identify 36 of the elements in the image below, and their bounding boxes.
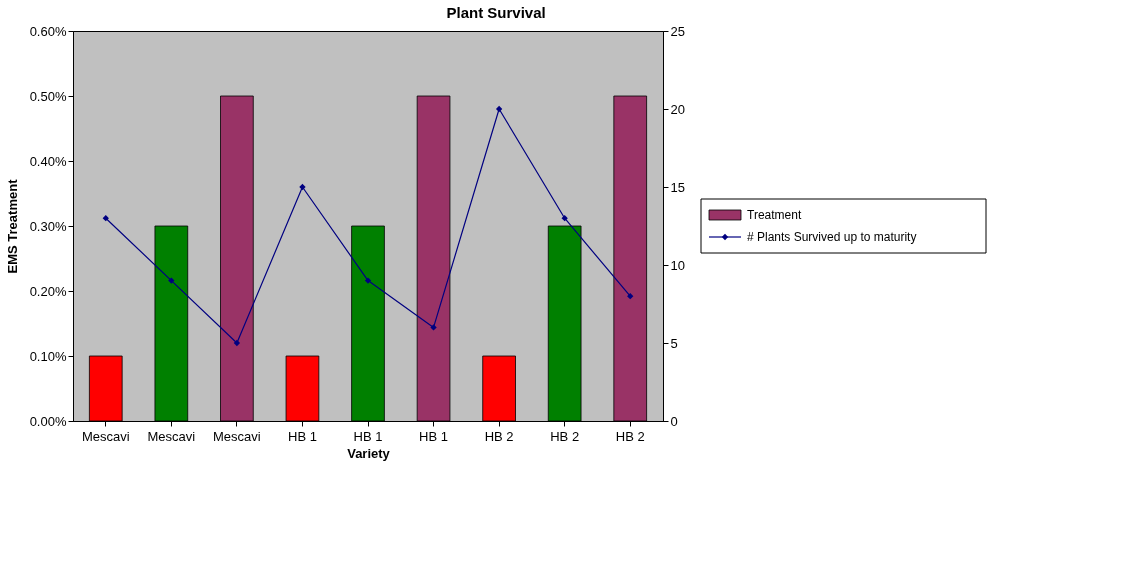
point — [364, 277, 372, 284]
x-tick-label: HB 2 — [550, 428, 580, 444]
point — [299, 183, 306, 191]
point — [102, 215, 109, 222]
y2-tick-label: 0 — [670, 413, 678, 429]
point — [233, 339, 241, 347]
point — [430, 324, 437, 331]
y-axis-title: EMS Treatment — [4, 178, 20, 274]
y2-tick-label: 5 — [670, 335, 678, 351]
y2-tick-label: 20 — [670, 101, 685, 117]
point — [495, 105, 503, 113]
y-tick-label: 0.10% — [29, 348, 67, 364]
y-tick-label: 0.50% — [29, 88, 67, 104]
point — [561, 215, 568, 222]
chart-title: Plant Survival — [446, 3, 546, 21]
y-tick-label: 0.30% — [29, 218, 67, 234]
x-tick-label: Mescavi — [147, 428, 196, 444]
y2-tick-label: 15 — [670, 179, 685, 195]
y-tick-label: 0.20% — [29, 283, 67, 299]
x-tick-label: Mescavi — [213, 428, 261, 444]
y-tick-label: 0.40% — [29, 153, 67, 169]
point — [168, 277, 175, 284]
x-tick-label: HB 1 — [419, 428, 449, 444]
x-axis-title: Variety — [347, 445, 391, 461]
y2-tick-label: 25 — [670, 23, 685, 39]
point — [627, 293, 634, 300]
y2-tick-label: 10 — [670, 257, 685, 273]
y-tick-label: 0.60% — [29, 23, 67, 39]
legend-label: Treatment — [747, 208, 802, 222]
y-tick-label: 0.00% — [29, 413, 67, 429]
x-tick-label: HB 2 — [615, 428, 645, 444]
x-tick-label: HB 2 — [484, 428, 514, 444]
legend-label: # Plants Survived up to maturity — [747, 230, 917, 244]
x-tick-label: HB 1 — [287, 428, 317, 444]
x-tick-label: Mescavi — [81, 428, 130, 444]
x-tick-label: HB 1 — [353, 428, 383, 444]
